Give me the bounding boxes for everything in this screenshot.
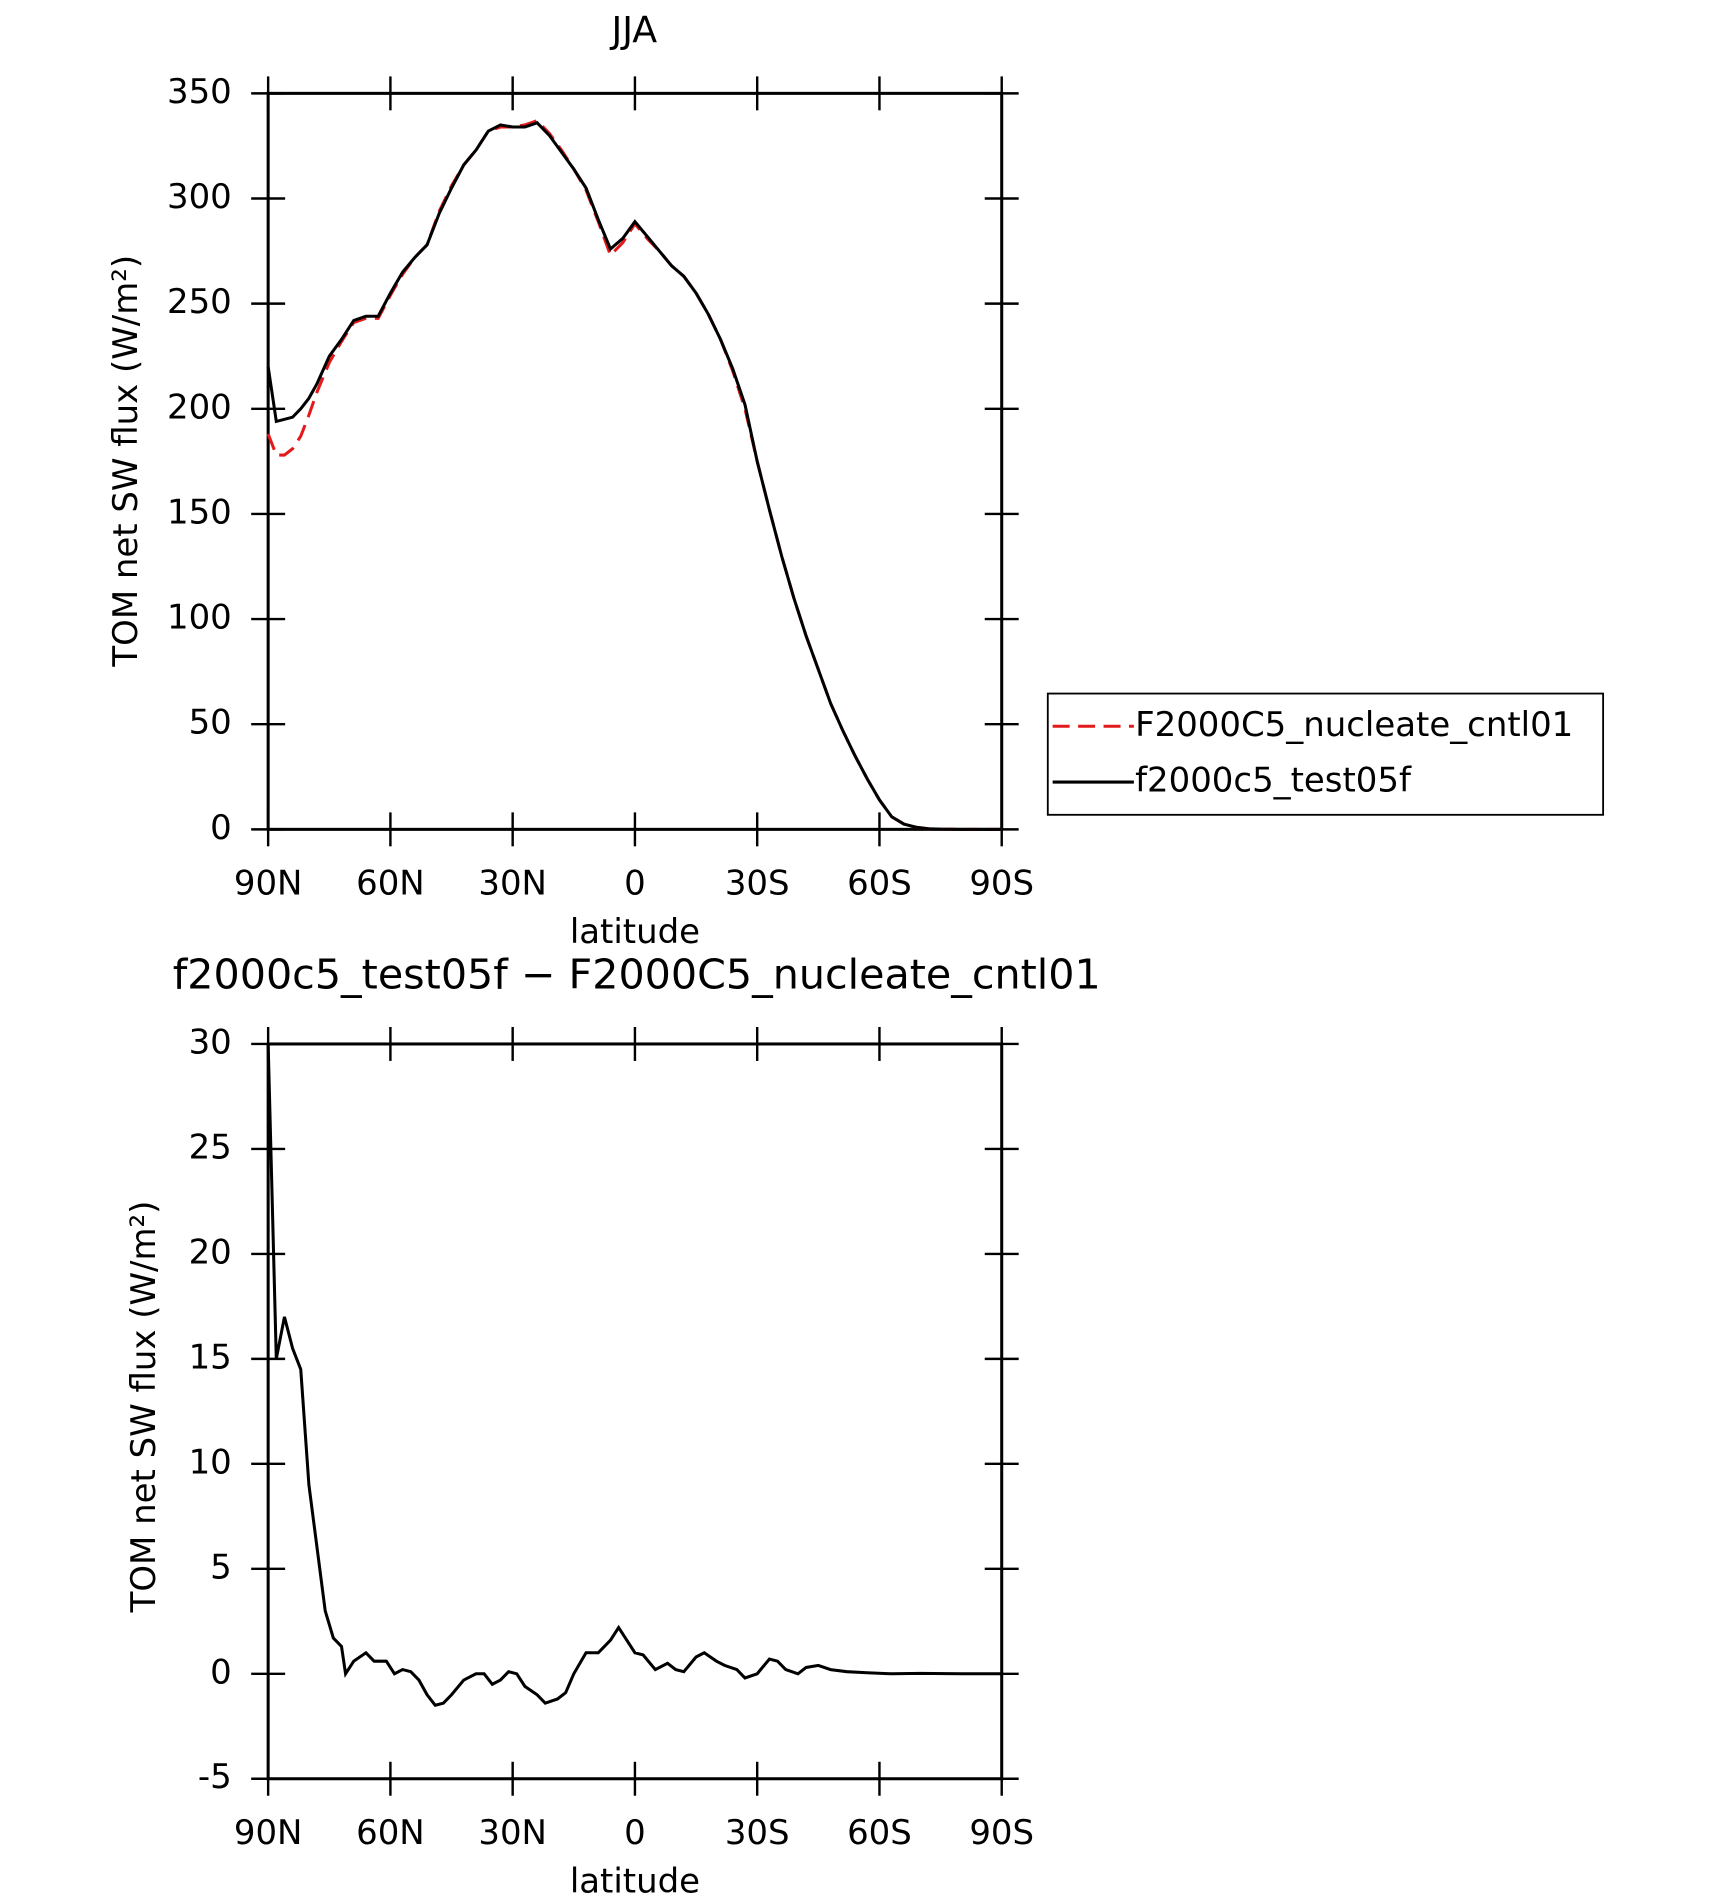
x-tick-label: 90N [234, 1813, 303, 1853]
data-line [266, 121, 1002, 831]
y-tick-label: 350 [167, 72, 232, 112]
y-tick-label: 5 [210, 1547, 232, 1587]
y-tick-label: 10 [189, 1442, 232, 1482]
y-tick-label: 30 [189, 1022, 232, 1062]
plot-frame [266, 91, 1004, 831]
chart-title: JJA [609, 9, 657, 52]
y-tick-label: 50 [189, 703, 232, 743]
x-tick-label: 30S [725, 864, 790, 904]
data-line [266, 118, 1002, 831]
x-axis-label: latitude [570, 1862, 700, 1900]
x-tick-label: 90N [234, 864, 303, 904]
y-tick-label: 25 [189, 1127, 232, 1167]
x-tick-label: 90S [969, 1813, 1034, 1853]
x-tick-label: 90S [969, 864, 1034, 904]
x-tick-label: 30N [478, 1813, 547, 1853]
x-tick-label: 60N [356, 864, 425, 904]
y-tick-label: 0 [210, 1652, 232, 1692]
legend-label: f2000c5_test05f [1135, 761, 1412, 801]
legend-label: F2000C5_nucleate_cntl01 [1135, 705, 1573, 745]
x-tick-label: 0 [624, 1813, 646, 1853]
x-tick-label: 60S [847, 1813, 912, 1853]
x-tick-label: 60N [356, 1813, 425, 1853]
x-tick-label: 30N [478, 864, 547, 904]
x-axis-label: latitude [570, 912, 700, 952]
y-tick-label: 150 [167, 492, 232, 532]
data-line [266, 1043, 1002, 1707]
y-tick-label: 250 [167, 282, 232, 322]
x-tick-label: 60S [847, 864, 912, 904]
y-tick-label: 200 [167, 387, 232, 427]
x-tick-label: 30S [725, 1813, 790, 1853]
y-tick-label: 0 [210, 808, 232, 848]
y-tick-label: 100 [167, 598, 232, 638]
y-axis-label: TOM net SW flux (W/m²) [106, 255, 146, 668]
x-tick-label: 0 [624, 864, 646, 904]
y-tick-label: 20 [189, 1232, 232, 1272]
chart-title: f2000c5_test05f − F2000C5_nucleate_cntl0… [173, 950, 1101, 998]
y-tick-label: 300 [167, 177, 232, 217]
y-tick-label: -5 [198, 1757, 232, 1797]
plot-frame [266, 1042, 1004, 1781]
y-tick-label: 15 [189, 1337, 232, 1377]
legend-box [1046, 692, 1605, 816]
y-axis-label: TOM net SW flux (W/m²) [124, 1201, 164, 1614]
